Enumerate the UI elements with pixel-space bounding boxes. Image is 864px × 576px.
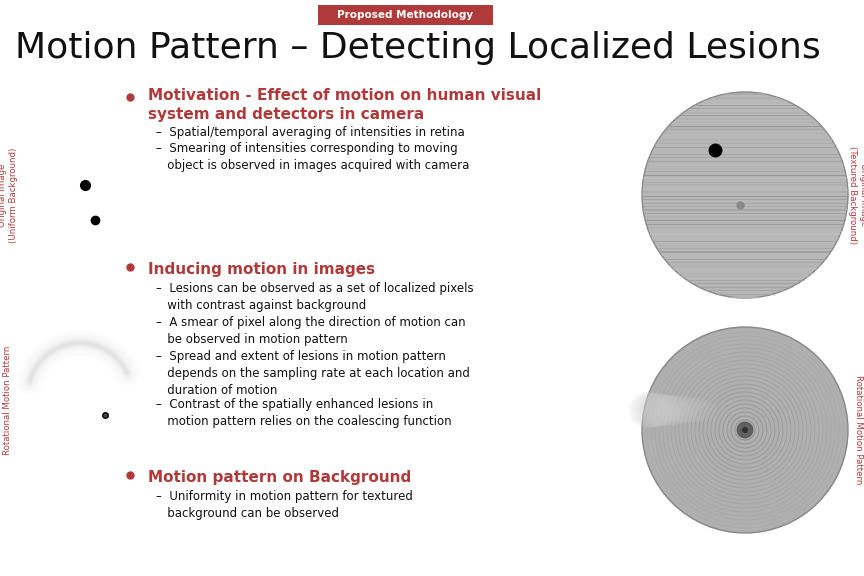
Text: Original Image
(Textured Background): Original Image (Textured Background) <box>848 146 864 244</box>
Circle shape <box>737 422 753 438</box>
Circle shape <box>651 395 683 426</box>
Circle shape <box>629 392 665 428</box>
Text: –  A smear of pixel along the direction of motion can
   be observed in motion p: – A smear of pixel along the direction o… <box>156 316 466 346</box>
Circle shape <box>669 396 696 424</box>
Text: Rotational Motion Pattern: Rotational Motion Pattern <box>854 376 862 484</box>
Circle shape <box>649 394 681 426</box>
Circle shape <box>665 396 694 424</box>
Circle shape <box>680 397 705 423</box>
Circle shape <box>742 427 748 433</box>
Circle shape <box>643 393 677 426</box>
Circle shape <box>685 398 709 422</box>
Text: Rotational Motion Pattern: Rotational Motion Pattern <box>3 346 12 454</box>
Circle shape <box>677 397 702 423</box>
Text: –  Contrast of the spatially enhanced lesions in
   motion pattern relies on the: – Contrast of the spatially enhanced les… <box>156 398 452 428</box>
Text: Motion pattern on Background: Motion pattern on Background <box>148 470 411 485</box>
Text: –  Smearing of intensities corresponding to moving
   object is observed in imag: – Smearing of intensities corresponding … <box>156 142 469 172</box>
Text: –  Spatial/temporal averaging of intensities in retina: – Spatial/temporal averaging of intensit… <box>156 126 465 139</box>
Circle shape <box>640 393 674 427</box>
Circle shape <box>663 396 691 425</box>
Text: Inducing motion in images: Inducing motion in images <box>148 262 375 277</box>
Circle shape <box>635 393 670 427</box>
Circle shape <box>642 327 848 533</box>
Text: Proposed Methodology: Proposed Methodology <box>338 10 473 20</box>
Circle shape <box>658 395 687 425</box>
Circle shape <box>638 393 671 427</box>
Text: –  Spread and extent of lesions in motion pattern
   depends on the sampling rat: – Spread and extent of lesions in motion… <box>156 350 470 397</box>
Text: Motivation - Effect of motion on human visual
system and detectors in camera: Motivation - Effect of motion on human v… <box>148 88 541 122</box>
Circle shape <box>632 392 667 428</box>
Circle shape <box>646 394 678 426</box>
Text: Motion Pattern – Detecting Localized Lesions: Motion Pattern – Detecting Localized Les… <box>15 31 821 65</box>
Circle shape <box>642 92 848 298</box>
Circle shape <box>671 396 698 423</box>
Text: –  Uniformity in motion pattern for textured
   background can be observed: – Uniformity in motion pattern for textu… <box>156 490 413 520</box>
Circle shape <box>654 395 685 425</box>
Circle shape <box>683 397 707 422</box>
Circle shape <box>660 395 689 425</box>
Text: –  Lesions can be observed as a set of localized pixels
   with contrast against: – Lesions can be observed as a set of lo… <box>156 282 473 312</box>
Circle shape <box>674 397 701 423</box>
Text: Original Image
(Uniform Background): Original Image (Uniform Background) <box>0 147 18 242</box>
FancyBboxPatch shape <box>318 5 493 25</box>
